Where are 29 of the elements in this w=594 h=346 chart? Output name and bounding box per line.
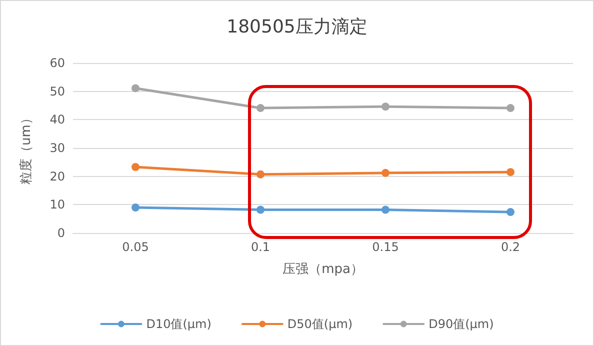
- y-tick-label: 40: [50, 112, 65, 127]
- legend-label: D50值(μm): [287, 317, 353, 331]
- y-tick-label: 60: [50, 56, 65, 70]
- point: [132, 84, 140, 92]
- point: [256, 104, 264, 112]
- y-tick-label: 50: [50, 84, 65, 98]
- legend-label: D90值(μm): [428, 317, 494, 331]
- y-tick-label: 30: [50, 141, 65, 155]
- point: [256, 170, 264, 178]
- chart-title: 180505压力滴定: [226, 16, 368, 38]
- point: [382, 102, 390, 111]
- point: [506, 208, 514, 216]
- point: [132, 162, 140, 171]
- x-tick-label: 0.1: [250, 240, 270, 254]
- point: [132, 204, 140, 212]
- legend-label: D10值(μm): [146, 317, 212, 331]
- x-axis-title: 压强（mpa）: [282, 262, 364, 277]
- x-tick-label: 0.05: [122, 240, 149, 254]
- y-axis-title: 粒度（um）: [18, 112, 34, 184]
- x-tick-label: 0.2: [500, 240, 520, 254]
- point: [382, 206, 390, 214]
- point: [506, 168, 514, 176]
- point: [506, 104, 514, 112]
- x-tick-label: 0.15: [372, 240, 399, 254]
- y-tick-label: 10: [50, 198, 65, 212]
- y-tick-label: 20: [50, 169, 65, 184]
- y-tick-label: 0: [57, 226, 65, 240]
- point: [382, 168, 390, 177]
- point: [256, 206, 264, 214]
